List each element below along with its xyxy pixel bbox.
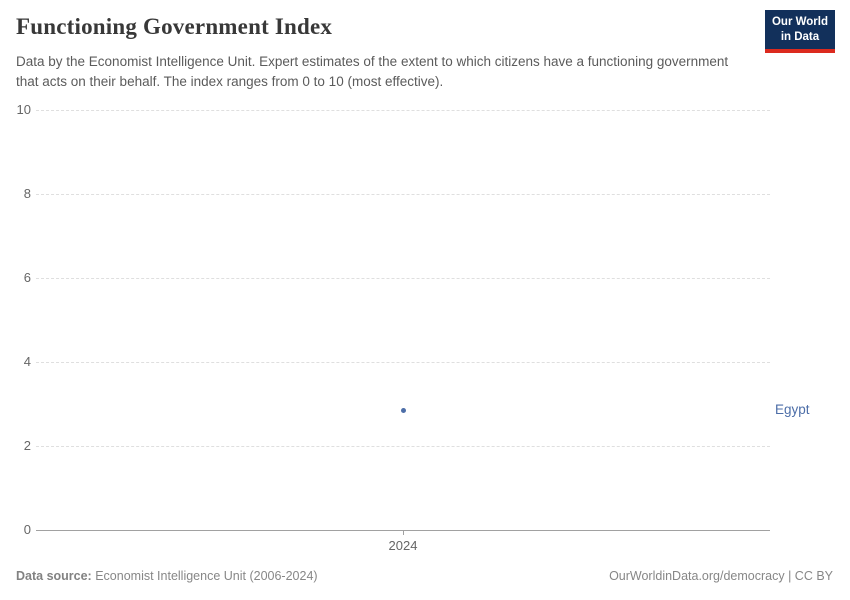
chart-title: Functioning Government Index — [16, 14, 333, 39]
y-tick-label: 8 — [23, 186, 31, 201]
chart-subtitle: Data by the Economist Intelligence Unit.… — [16, 54, 729, 90]
owid-logo: Our World in Data — [764, 10, 835, 53]
data-point-egypt — [401, 407, 406, 413]
y-gridline — [36, 110, 770, 111]
y-gridline — [36, 362, 770, 363]
owid-logo-line1: Our World — [771, 16, 828, 28]
entity-label-egypt: Egypt — [775, 401, 810, 417]
y-tick-label: 0 — [23, 522, 31, 537]
x-tick-label: 2024 — [388, 538, 418, 553]
credit-line: OurWorldinData.org/democracy | CC BY — [609, 569, 833, 583]
y-tick-label: 6 — [23, 270, 31, 285]
y-gridline — [36, 194, 770, 195]
x-tick-mark — [403, 530, 404, 535]
data-source-value: Economist Intelligence Unit (2006-2024) — [95, 569, 318, 583]
chart-footer: Data source: Economist Intelligence Unit… — [16, 569, 833, 583]
y-tick-label: 4 — [23, 354, 31, 369]
y-tick-label: 10 — [16, 102, 31, 117]
y-gridline — [36, 446, 770, 447]
y-gridline — [36, 278, 770, 279]
y-tick-label: 2 — [23, 438, 31, 453]
data-source-note: Data source: Economist Intelligence Unit… — [16, 569, 318, 583]
owid-logo-line2: in Data — [780, 30, 820, 43]
data-source-label: Data source: — [16, 569, 92, 583]
